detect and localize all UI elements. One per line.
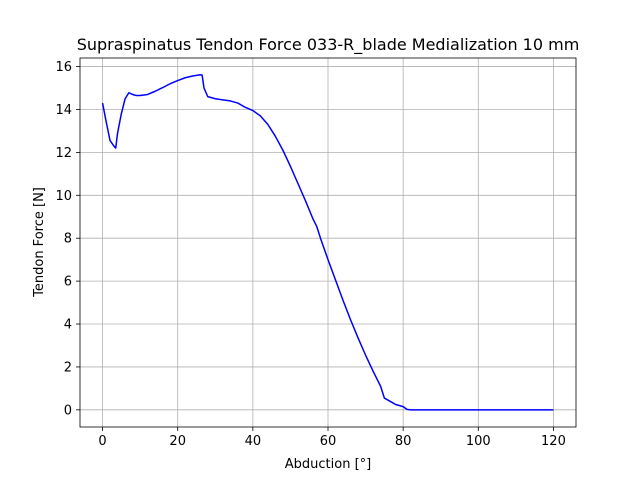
y-tick-label: 14 [55,103,72,118]
x-tick-label: 80 [395,434,412,449]
y-tick-label: 12 [55,146,72,161]
y-tick-label: 2 [64,360,72,375]
grid [80,58,576,427]
x-axis-ticks: 0 20 40 60 80 100 120 [98,427,566,449]
y-tick-label: 0 [64,403,72,418]
x-tick-label: 120 [541,434,566,449]
x-tick-label: 20 [169,434,186,449]
x-tick-label: 60 [320,434,337,449]
x-axis-label: Abduction [°] [285,457,371,472]
y-tick-label: 16 [55,60,72,75]
y-axis-label: Tendon Force [N] [32,187,47,298]
y-tick-label: 6 [64,275,72,290]
y-tick-label: 10 [55,189,72,204]
chart-title: Supraspinatus Tendon Force 033-R_blade M… [77,35,580,55]
y-tick-label: 8 [64,232,72,247]
y-tick-label: 4 [64,318,72,333]
x-tick-label: 40 [245,434,262,449]
series-layer [101,73,554,411]
series-line [101,73,554,411]
x-tick-label: 100 [466,434,491,449]
y-axis-ticks: 0 2 4 6 8 10 12 14 16 [55,60,80,418]
x-tick-label: 0 [98,434,106,449]
